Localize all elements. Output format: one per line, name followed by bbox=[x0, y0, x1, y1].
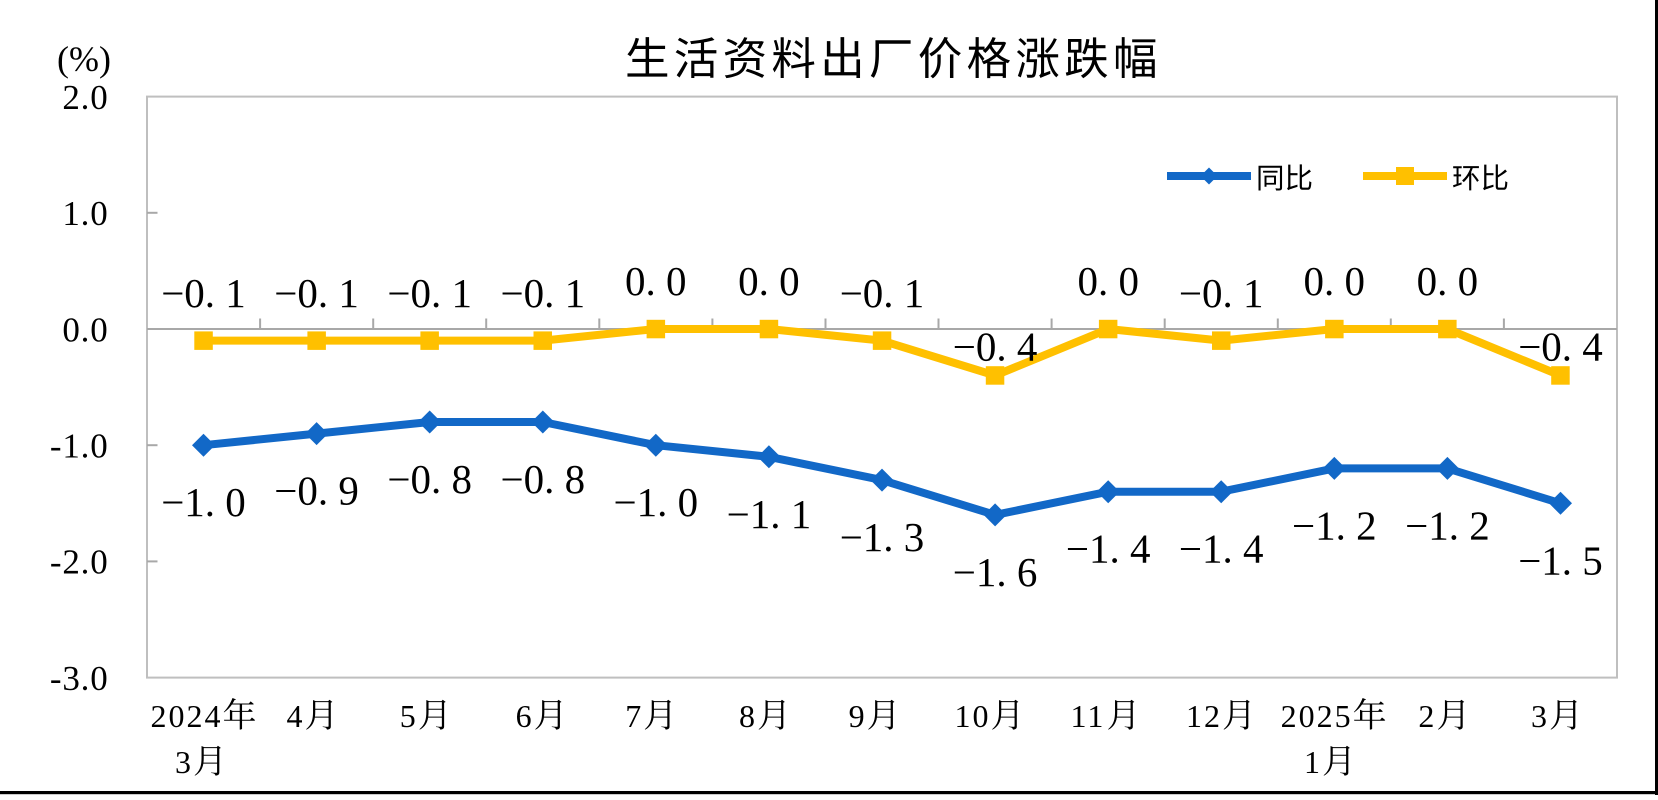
svg-text:−0. 1: −0. 1 bbox=[387, 270, 472, 316]
svg-text:−0. 1: −0. 1 bbox=[161, 270, 246, 316]
svg-text:3: 3 bbox=[1531, 698, 1549, 734]
svg-text:8: 8 bbox=[739, 698, 757, 734]
svg-text:11: 11 bbox=[1071, 698, 1106, 734]
svg-text:−1. 3: −1. 3 bbox=[840, 514, 925, 560]
svg-text:−1. 0: −1. 0 bbox=[613, 479, 698, 525]
svg-text:−0. 9: −0. 9 bbox=[274, 468, 359, 514]
svg-text:−1. 4: −1. 4 bbox=[1179, 526, 1264, 572]
svg-text:(%): (%) bbox=[57, 39, 111, 79]
svg-text:-1.0: -1.0 bbox=[50, 427, 109, 466]
svg-text:0. 0: 0. 0 bbox=[1417, 258, 1479, 304]
svg-text:−0. 1: −0. 1 bbox=[840, 270, 925, 316]
svg-text:3: 3 bbox=[175, 744, 193, 780]
svg-text:2025: 2025 bbox=[1281, 698, 1353, 734]
svg-text:5: 5 bbox=[400, 698, 418, 734]
svg-text:−1. 5: −1. 5 bbox=[1518, 537, 1603, 583]
svg-text:−0. 1: −0. 1 bbox=[1179, 270, 1264, 316]
svg-text:−0. 1: −0. 1 bbox=[500, 270, 585, 316]
svg-text:1: 1 bbox=[1304, 744, 1322, 780]
svg-text:−1. 2: −1. 2 bbox=[1405, 502, 1490, 548]
svg-text:12: 12 bbox=[1186, 698, 1222, 734]
svg-text:0.0: 0.0 bbox=[62, 310, 108, 349]
svg-text:−1. 4: −1. 4 bbox=[1066, 526, 1151, 572]
svg-text:0. 0: 0. 0 bbox=[625, 258, 687, 304]
svg-text:6: 6 bbox=[516, 698, 534, 734]
svg-text:−1. 6: −1. 6 bbox=[953, 549, 1038, 595]
svg-text:−1. 2: −1. 2 bbox=[1292, 502, 1377, 548]
svg-text:−0. 1: −0. 1 bbox=[274, 270, 359, 316]
svg-text:0. 0: 0. 0 bbox=[738, 258, 800, 304]
svg-text:0. 0: 0. 0 bbox=[1077, 258, 1139, 304]
svg-text:2.0: 2.0 bbox=[62, 78, 108, 117]
svg-text:10: 10 bbox=[955, 698, 991, 734]
svg-text:-3.0: -3.0 bbox=[50, 659, 109, 698]
svg-text:9: 9 bbox=[849, 698, 867, 734]
svg-text:-2.0: -2.0 bbox=[50, 543, 109, 582]
svg-text:0. 0: 0. 0 bbox=[1304, 258, 1366, 304]
svg-text:2: 2 bbox=[1418, 698, 1436, 734]
svg-text:4: 4 bbox=[287, 698, 305, 734]
svg-text:−1. 1: −1. 1 bbox=[727, 491, 812, 537]
svg-text:1.0: 1.0 bbox=[62, 194, 108, 233]
svg-text:−1. 0: −1. 0 bbox=[161, 479, 246, 525]
svg-text:2024: 2024 bbox=[151, 698, 223, 734]
svg-text:7: 7 bbox=[625, 698, 643, 734]
svg-text:−0. 8: −0. 8 bbox=[387, 456, 472, 502]
svg-text:−0. 8: −0. 8 bbox=[500, 456, 585, 502]
svg-text:−0. 4: −0. 4 bbox=[1518, 324, 1603, 370]
svg-text:−0. 4: −0. 4 bbox=[953, 324, 1038, 370]
